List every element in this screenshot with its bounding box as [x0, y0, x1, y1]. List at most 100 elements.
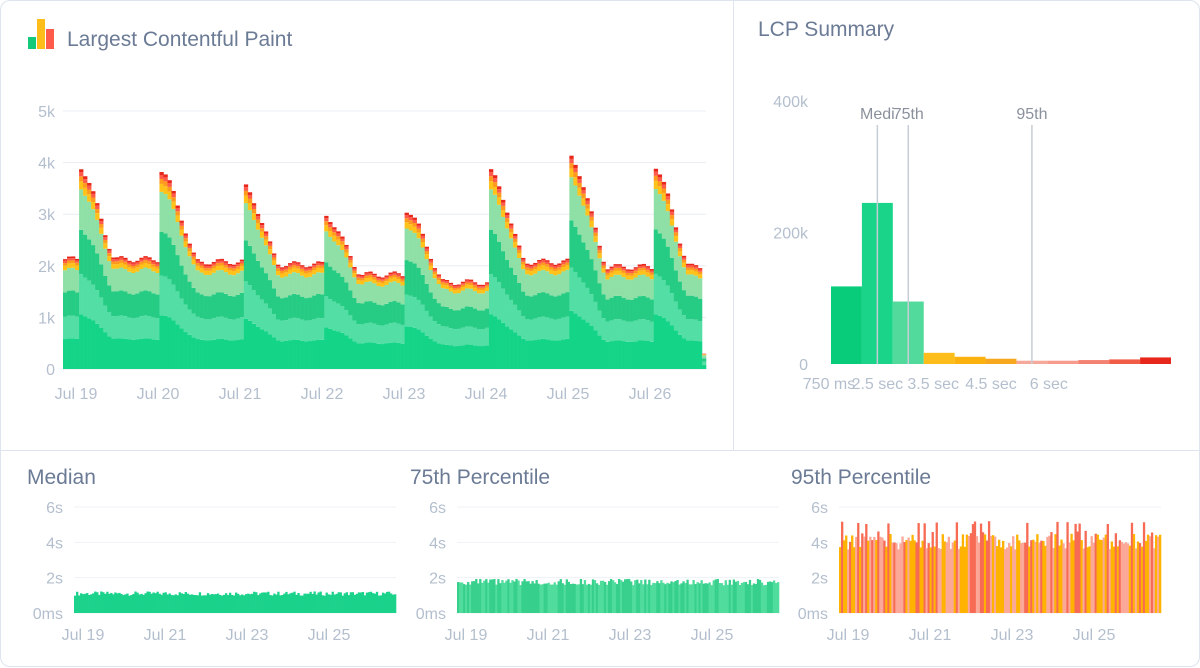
stacked-bar-segment — [71, 268, 75, 291]
stacked-bar-segment — [561, 260, 565, 262]
percentile-bar — [644, 580, 646, 613]
stacked-bar-segment — [509, 238, 513, 267]
percentile-bar — [146, 592, 148, 613]
stacked-bar-segment — [385, 285, 389, 304]
stacked-bar-segment — [626, 279, 630, 299]
stacked-bar-segment — [159, 275, 163, 315]
stacked-bar-segment — [119, 263, 123, 268]
stacked-bar-segment — [545, 264, 549, 267]
stacked-bar-segment — [670, 209, 674, 211]
stacked-bar-segment — [196, 270, 200, 292]
stacked-bar-segment — [356, 284, 360, 303]
stacked-bar-segment — [565, 259, 569, 261]
percentile-bar — [586, 585, 588, 613]
percentile-bar — [1121, 542, 1123, 613]
stacked-bar-segment — [646, 268, 650, 270]
stacked-bar-segment — [272, 253, 276, 255]
percentile-bar — [634, 580, 636, 613]
percentile-bar — [124, 594, 126, 613]
stacked-bar-segment — [686, 265, 690, 267]
stacked-bar-segment — [449, 328, 453, 345]
percentile-bar — [82, 594, 84, 613]
stacked-bar-segment — [477, 310, 481, 329]
percentile-bar — [1091, 536, 1093, 613]
stacked-bar-segment — [622, 320, 626, 341]
percentile-bar — [1010, 546, 1012, 613]
stacked-bar-segment — [614, 266, 618, 268]
percentile-bar — [542, 584, 544, 613]
stacked-bar-segment — [83, 188, 87, 196]
stacked-bar-segment — [220, 263, 224, 266]
stacked-bar-segment — [389, 302, 393, 323]
stacked-bar-segment — [473, 309, 477, 328]
stacked-bar-segment — [557, 263, 561, 265]
stacked-bar-segment — [244, 187, 248, 191]
percentile-bar — [845, 535, 847, 613]
stacked-bar-segment — [389, 282, 393, 301]
stacked-bar-segment — [320, 318, 324, 340]
stacked-bar-segment — [143, 290, 147, 315]
percentile-bar — [287, 594, 289, 613]
stacked-bar-segment — [638, 268, 642, 271]
stacked-bar-segment — [441, 326, 445, 344]
stacked-bar-segment — [252, 220, 256, 253]
percentile-bar — [326, 593, 328, 613]
percentile-bar — [253, 592, 255, 613]
percentile-bar — [628, 579, 630, 613]
percentile-bar — [465, 585, 467, 613]
stacked-bar-segment — [686, 264, 690, 266]
stacked-bar-segment — [537, 267, 541, 271]
stacked-bar-segment — [212, 294, 216, 318]
stacked-bar-segment — [368, 323, 372, 343]
stacked-bar-segment — [256, 223, 260, 229]
percentile-bar — [678, 585, 680, 613]
stacked-bar-segment — [304, 267, 308, 269]
percentile-bar — [104, 594, 106, 613]
stacked-bar-segment — [441, 288, 445, 306]
percentile-bar — [580, 579, 582, 613]
stacked-bar-segment — [457, 290, 461, 293]
stacked-bar-segment — [324, 296, 328, 327]
percentile-bar — [487, 583, 489, 613]
percentile-bar — [527, 581, 529, 613]
stacked-bar-segment — [248, 321, 252, 369]
stacked-bar-segment — [216, 266, 220, 270]
percentile-bar — [1068, 543, 1070, 613]
stacked-bar-segment — [477, 329, 481, 346]
percentile-bar — [165, 592, 167, 613]
stacked-bar-segment — [557, 270, 561, 274]
stacked-bar-segment — [240, 266, 244, 270]
stacked-bar-segment — [135, 294, 139, 318]
stacked-bar-segment — [513, 242, 517, 247]
y-tick-label: 1k — [38, 310, 56, 327]
percentile-bar — [1119, 540, 1121, 613]
stacked-bar-segment — [465, 285, 469, 289]
stacked-bar-segment — [208, 319, 212, 340]
stacked-bar-segment — [521, 269, 525, 291]
percentile-bar — [1062, 543, 1064, 613]
percentile-bar — [839, 547, 841, 613]
stacked-bar-segment — [167, 237, 171, 279]
stacked-bar-segment — [638, 296, 642, 319]
percentile-bar — [915, 542, 917, 613]
stacked-bar-segment — [618, 319, 622, 340]
percentile-bar — [841, 522, 843, 613]
stacked-bar-segment — [308, 298, 312, 321]
stacked-bar-segment — [614, 319, 618, 340]
stacked-bar-segment — [702, 362, 706, 365]
stacked-bar-segment — [103, 237, 107, 240]
stacked-bar-segment — [107, 285, 111, 312]
stacked-bar-segment — [176, 211, 180, 215]
percentile-bar — [1153, 548, 1155, 613]
stacked-bar-segment — [453, 310, 457, 329]
stacked-bar-segment — [597, 335, 601, 369]
stacked-bar-segment — [589, 259, 593, 294]
percentile-bar — [161, 595, 163, 613]
percentile-bar — [283, 594, 285, 613]
stacked-bar-segment — [308, 273, 312, 277]
stacked-bar-segment — [682, 263, 686, 268]
stacked-bar-segment — [356, 324, 360, 343]
percentile-bar — [521, 581, 523, 613]
percentile-bar — [1131, 523, 1133, 613]
percentile-bar — [731, 585, 733, 613]
